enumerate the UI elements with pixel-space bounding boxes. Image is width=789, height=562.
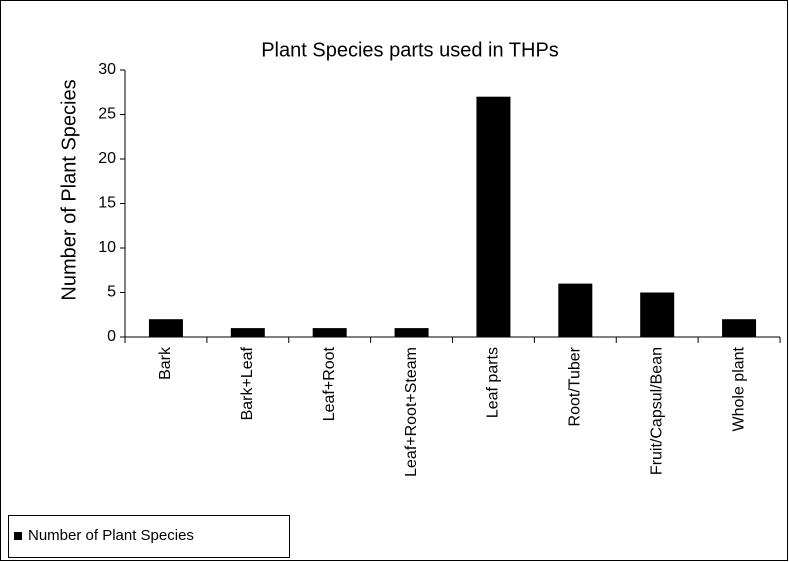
bar: [558, 283, 593, 337]
bar: [640, 292, 675, 337]
bar: [230, 328, 265, 337]
x-tick-label: Bark: [157, 346, 174, 380]
y-tick-label: 30: [98, 61, 116, 78]
x-tick-label: Leaf+Root+Steam: [403, 347, 420, 477]
y-axis-label: Number of Plant Species: [58, 79, 80, 300]
x-tick-label: Whole plant: [730, 346, 747, 431]
legend-box: [8, 515, 290, 558]
bar: [312, 328, 347, 337]
y-tick-label: 20: [98, 150, 116, 167]
bar: [722, 319, 757, 337]
legend-label: Number of Plant Species: [28, 527, 194, 544]
bar: [394, 328, 429, 337]
x-tick-label: Bark+Leaf: [239, 346, 256, 420]
bar: [476, 96, 511, 337]
x-tick-label: Root/Tuber: [567, 346, 584, 426]
y-tick-label: 15: [98, 195, 116, 212]
y-tick-label: 10: [98, 239, 116, 256]
y-tick-label: 0: [107, 328, 116, 345]
bar: [148, 319, 183, 337]
y-tick-label: 5: [107, 284, 116, 301]
legend-marker: [14, 532, 22, 540]
x-tick-label: Fruit/Capsul/Bean: [648, 347, 665, 475]
x-tick-label: Leaf parts: [485, 347, 502, 418]
x-tick-label: Leaf+Root: [321, 346, 338, 421]
chart-title: Plant Species parts used in THPs: [261, 39, 559, 61]
y-tick-label: 25: [98, 106, 116, 123]
